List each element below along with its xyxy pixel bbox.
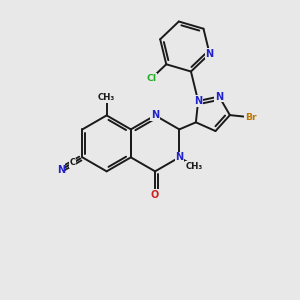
- Text: Cl: Cl: [146, 74, 156, 83]
- Text: C: C: [70, 158, 76, 167]
- Text: CH₃: CH₃: [98, 93, 115, 102]
- Text: Br: Br: [245, 113, 257, 122]
- Text: N: N: [57, 165, 65, 175]
- Text: CH₃: CH₃: [186, 162, 203, 171]
- Text: N: N: [206, 49, 214, 59]
- Text: O: O: [151, 190, 159, 200]
- Text: N: N: [215, 92, 223, 101]
- Text: N: N: [194, 96, 202, 106]
- Text: N: N: [175, 152, 183, 162]
- Text: N: N: [151, 110, 159, 120]
